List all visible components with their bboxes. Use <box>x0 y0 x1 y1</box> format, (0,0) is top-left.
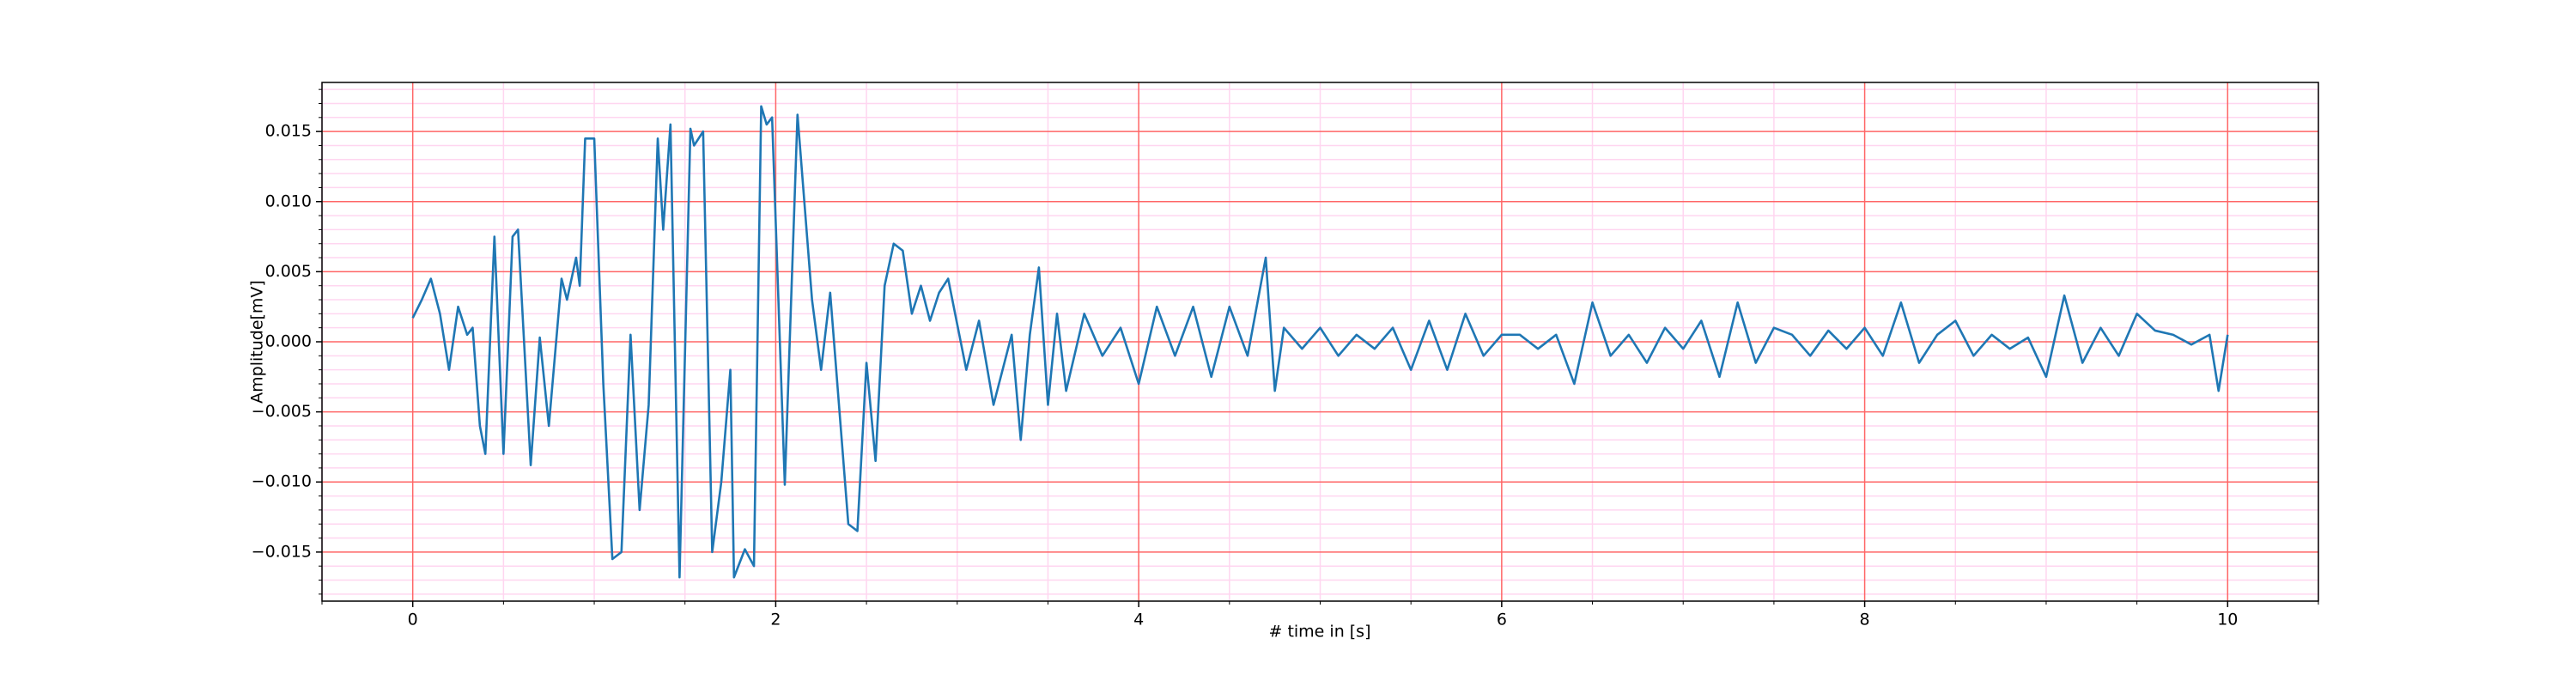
x-tick-label: 2 <box>770 611 781 629</box>
y-tick-label: 0.005 <box>265 262 312 281</box>
x-tick-label: 10 <box>2217 611 2238 629</box>
y-tick-label: −0.005 <box>252 402 312 421</box>
y-axis-label: Amplitude[mV] <box>248 280 267 404</box>
plot-frame <box>321 82 2319 602</box>
line-series <box>411 105 2229 579</box>
x-tick-label: 8 <box>1860 611 1870 629</box>
x-tick-label: 0 <box>408 611 418 629</box>
y-tick-label: 0.015 <box>265 122 312 141</box>
x-tick-label: 6 <box>1497 611 1507 629</box>
y-tick-label: 0.010 <box>265 192 312 210</box>
x-tick-label: 4 <box>1133 611 1144 629</box>
y-tick-label: 0.000 <box>265 332 312 351</box>
x-axis-label: # time in [s] <box>1268 623 1370 641</box>
y-tick-label: −0.015 <box>252 542 312 561</box>
y-tick-label: −0.010 <box>252 472 312 491</box>
